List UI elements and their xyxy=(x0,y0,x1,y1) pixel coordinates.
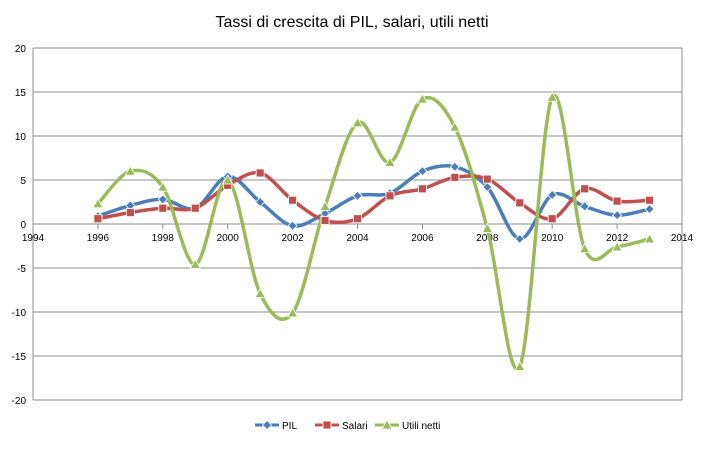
data-point-pil xyxy=(579,201,590,212)
series-line-pil xyxy=(96,164,652,241)
data-point-pil xyxy=(612,210,623,221)
x-tick-label: 2004 xyxy=(346,233,369,244)
data-point-salari xyxy=(580,184,590,194)
series-markers xyxy=(92,91,656,371)
legend-item-salari: Salari xyxy=(315,420,368,432)
data-point-pil xyxy=(644,203,655,215)
series-line-utili-netti xyxy=(96,93,652,371)
data-point-salari xyxy=(645,195,654,205)
data-point-pil xyxy=(417,166,428,177)
legend-label: PIL xyxy=(282,421,297,432)
y-tick-label: 0 xyxy=(20,220,26,231)
data-point-salari xyxy=(417,184,427,194)
x-tick-label: 2012 xyxy=(606,233,629,244)
data-point-utili-netti xyxy=(611,241,623,252)
series-lines xyxy=(96,93,652,371)
legend-swatch-marker xyxy=(322,420,332,430)
y-tick-label: -20 xyxy=(12,396,27,407)
x-tick-label: 2010 xyxy=(541,233,564,244)
x-tick-label: 2002 xyxy=(281,233,304,244)
data-point-utili-netti xyxy=(254,287,266,298)
x-tick-label: 2000 xyxy=(217,233,240,244)
y-tick-label: 10 xyxy=(15,132,27,143)
y-tick-label: 20 xyxy=(15,44,27,55)
data-point-utili-netti xyxy=(546,91,558,102)
data-point-utili-netti xyxy=(319,200,331,211)
y-axis-ticks: -20 -15 -10 -5 0 5 10 15 20 xyxy=(12,44,27,407)
data-point-salari xyxy=(125,208,135,217)
data-point-salari xyxy=(288,195,298,205)
legend-label: Salari xyxy=(342,421,368,432)
data-point-pil xyxy=(255,196,266,208)
data-point-salari xyxy=(158,203,168,213)
x-tick-label: 2008 xyxy=(476,233,499,244)
data-point-salari xyxy=(547,214,557,224)
data-point-utili-netti xyxy=(514,360,526,371)
data-point-salari xyxy=(353,214,362,224)
data-point-pil xyxy=(352,190,363,201)
legend-item-pil: PIL xyxy=(255,419,297,432)
legend-swatch-marker xyxy=(381,419,393,430)
y-tick-label: 5 xyxy=(20,176,26,187)
data-point-utili-netti xyxy=(449,121,461,132)
data-point-salari xyxy=(515,198,525,208)
legend-swatch-marker xyxy=(261,419,273,431)
x-tick-label: 1998 xyxy=(152,233,175,244)
data-point-salari xyxy=(320,216,330,225)
y-tick-label: -10 xyxy=(12,308,27,319)
legend-label: Utili netti xyxy=(402,421,440,432)
x-axis-ticks: 1994 1996 1998 2000 2002 2004 2006 2008 2010 2012… xyxy=(22,224,694,244)
data-point-salari xyxy=(93,214,103,224)
data-point-salari xyxy=(255,168,265,178)
y-tick-label: 15 xyxy=(15,88,27,99)
data-point-utili-netti xyxy=(189,258,201,269)
data-point-salari xyxy=(385,191,395,201)
y-tick-label: -15 xyxy=(12,352,27,363)
data-point-salari xyxy=(190,203,200,213)
data-point-pil xyxy=(287,220,298,231)
data-point-salari xyxy=(450,172,460,182)
x-tick-label: 1994 xyxy=(22,233,45,244)
data-point-utili-netti xyxy=(643,233,656,244)
data-point-pil xyxy=(514,233,525,245)
x-tick-label: 2006 xyxy=(411,233,434,244)
x-tick-label: 1996 xyxy=(87,233,110,244)
data-point-utili-netti xyxy=(222,174,234,185)
data-point-salari xyxy=(612,196,622,206)
data-point-utili-netti xyxy=(384,156,396,167)
data-point-utili-netti xyxy=(578,242,591,254)
data-point-utili-netti xyxy=(416,93,429,104)
data-point-utili-netti xyxy=(157,181,169,192)
data-point-pil xyxy=(482,181,493,193)
data-point-pil xyxy=(547,189,558,201)
legend-item-utili-netti: Utili netti xyxy=(375,419,440,432)
data-point-utili-netti xyxy=(124,165,137,176)
data-point-utili-netti xyxy=(481,222,493,233)
data-point-utili-netti xyxy=(286,307,299,318)
data-point-pil xyxy=(449,161,460,172)
data-point-utili-netti xyxy=(92,197,104,209)
legend: PIL Salari Utili netti xyxy=(255,419,440,432)
chart-title: Tassi di crescita di PIL, salari, utili … xyxy=(216,14,489,31)
x-tick-label: 2014 xyxy=(671,233,694,244)
y-tick-label: -5 xyxy=(17,264,26,275)
data-point-utili-netti xyxy=(351,116,364,128)
data-point-salari xyxy=(482,174,492,184)
